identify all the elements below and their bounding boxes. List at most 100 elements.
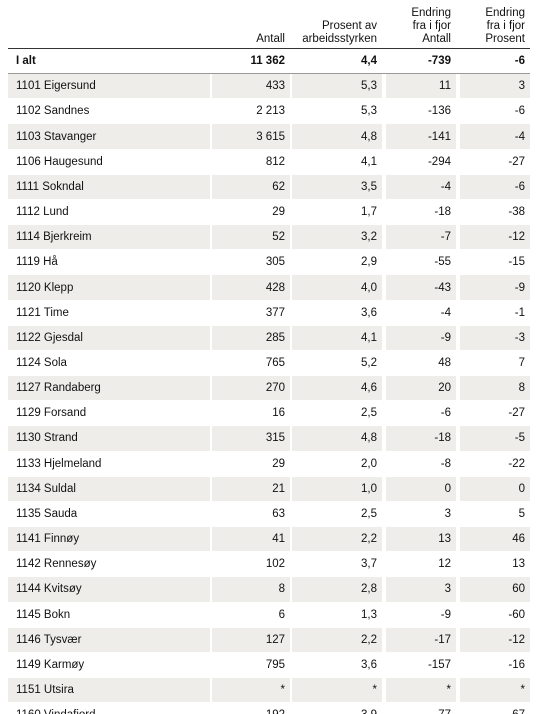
header-line: Prosent av xyxy=(322,20,377,32)
row-label: 1111 Sokndal xyxy=(8,174,210,199)
value-cell: 102 xyxy=(265,558,285,571)
value-cell: 67 xyxy=(460,703,530,714)
row-label: 1134 Suldal xyxy=(8,476,210,501)
value-cell: 765 xyxy=(265,356,285,369)
row-label: I alt xyxy=(16,55,36,68)
value-cell: 2 213 xyxy=(256,105,285,118)
value-cell: * xyxy=(386,678,456,703)
value-cell: 3 xyxy=(444,507,451,520)
value-cell: 3,2 xyxy=(292,225,382,250)
value-cell: 5,2 xyxy=(361,356,377,369)
value-cell: 433 xyxy=(212,74,290,99)
value-cell: -4 xyxy=(440,306,451,319)
value-cell: 29 xyxy=(272,206,285,219)
row-label: 1106 Haugesund xyxy=(16,155,103,168)
value-cell: 46 xyxy=(460,527,530,552)
value-cell: 8 xyxy=(460,376,530,401)
value-cell: -17 xyxy=(386,627,456,652)
value-cell: -6 xyxy=(440,407,451,420)
value-cell: 812 xyxy=(265,155,285,168)
row-label: 1129 Forsand xyxy=(16,407,87,420)
value-cell: -739 xyxy=(427,55,451,68)
row-label: 1149 Karmøy xyxy=(16,658,85,671)
value-cell: 270 xyxy=(212,376,290,401)
value-cell: 1,7 xyxy=(361,206,377,219)
value-cell: * xyxy=(460,678,530,703)
value-cell: 305 xyxy=(265,256,285,269)
value-cell: 48 xyxy=(438,356,451,369)
value-cell: 4,8 xyxy=(292,426,382,451)
value-cell: -12 xyxy=(460,627,530,652)
value-cell: 4,8 xyxy=(292,124,382,149)
row-label: 1135 Sauda xyxy=(16,507,78,520)
row-label: 1114 Bjerkreim xyxy=(8,225,210,250)
row-label: 1112 Lund xyxy=(16,206,69,219)
value-cell: 8 xyxy=(212,577,290,602)
value-cell: -6 xyxy=(514,105,525,118)
value-cell: 52 xyxy=(212,225,290,250)
value-cell: -27 xyxy=(508,155,525,168)
row-label: 1145 Bokn xyxy=(16,608,71,621)
value-cell: 13 xyxy=(386,527,456,552)
value-cell: 795 xyxy=(265,658,285,671)
header-line: Endring xyxy=(485,7,525,19)
header-rule xyxy=(8,48,530,49)
value-cell: 3 xyxy=(386,577,456,602)
value-cell: * xyxy=(212,678,290,703)
value-cell: -136 xyxy=(427,105,451,118)
value-cell: 13 xyxy=(512,558,525,571)
value-cell: -4 xyxy=(386,174,456,199)
value-cell: -157 xyxy=(427,658,451,671)
header-line: arbeidsstyrken xyxy=(302,33,377,45)
row-label: 1102 Sandnes xyxy=(16,105,90,118)
row-label: 1127 Randaberg xyxy=(8,376,210,401)
header-line: Antall xyxy=(256,33,285,45)
row-label: 1103 Stavanger xyxy=(8,124,210,149)
value-cell: 2,9 xyxy=(361,256,377,269)
value-cell: -18 xyxy=(434,206,451,219)
header-line: Endring xyxy=(411,7,451,19)
value-cell: 127 xyxy=(212,627,290,652)
value-cell: 77 xyxy=(386,703,456,714)
value-cell: 60 xyxy=(460,577,530,602)
value-cell: 11 xyxy=(386,74,456,99)
value-cell: 3,6 xyxy=(361,306,377,319)
column-header: Endring fra i fjor Prosent xyxy=(460,0,530,46)
value-cell: 3,9 xyxy=(292,703,382,714)
value-cell: -141 xyxy=(386,124,456,149)
header-line: Prosent xyxy=(485,33,525,45)
row-label: 1130 Strand xyxy=(8,426,210,451)
row-label: 1141 Finnøy xyxy=(8,527,210,552)
value-cell: 11 362 xyxy=(250,55,285,68)
value-cell: 3,5 xyxy=(292,174,382,199)
row-label: 1122 Gjesdal xyxy=(8,325,210,350)
value-cell: 12 xyxy=(438,558,451,571)
value-cell: 2,5 xyxy=(361,407,377,420)
value-cell: 29 xyxy=(272,457,285,470)
value-cell: -8 xyxy=(440,457,451,470)
value-cell: 5 xyxy=(518,507,525,520)
value-cell: 285 xyxy=(212,325,290,350)
value-cell: 1,0 xyxy=(292,476,382,501)
value-cell: 20 xyxy=(386,376,456,401)
value-cell: 6 xyxy=(278,608,285,621)
row-label: 1144 Kvitsøy xyxy=(8,577,210,602)
value-cell: -60 xyxy=(508,608,525,621)
value-cell: 5,3 xyxy=(361,105,377,118)
value-cell: 2,2 xyxy=(292,627,382,652)
value-cell: -9 xyxy=(460,275,530,300)
value-cell: -5 xyxy=(460,426,530,451)
value-cell: 1,3 xyxy=(361,608,377,621)
value-cell: 3 615 xyxy=(212,124,290,149)
value-cell: -9 xyxy=(440,608,451,621)
value-cell: 4,1 xyxy=(361,155,377,168)
column-header: Prosent av arbeidsstyrken xyxy=(292,0,382,46)
value-cell: -294 xyxy=(427,155,451,168)
row-label: 1146 Tysvær xyxy=(8,627,210,652)
value-cell: -6 xyxy=(514,55,525,68)
row-label: 1151 Utsira xyxy=(8,678,210,703)
value-cell: -4 xyxy=(460,124,530,149)
value-cell: 7 xyxy=(518,356,525,369)
value-cell: * xyxy=(292,678,382,703)
value-cell: 192 xyxy=(212,703,290,714)
